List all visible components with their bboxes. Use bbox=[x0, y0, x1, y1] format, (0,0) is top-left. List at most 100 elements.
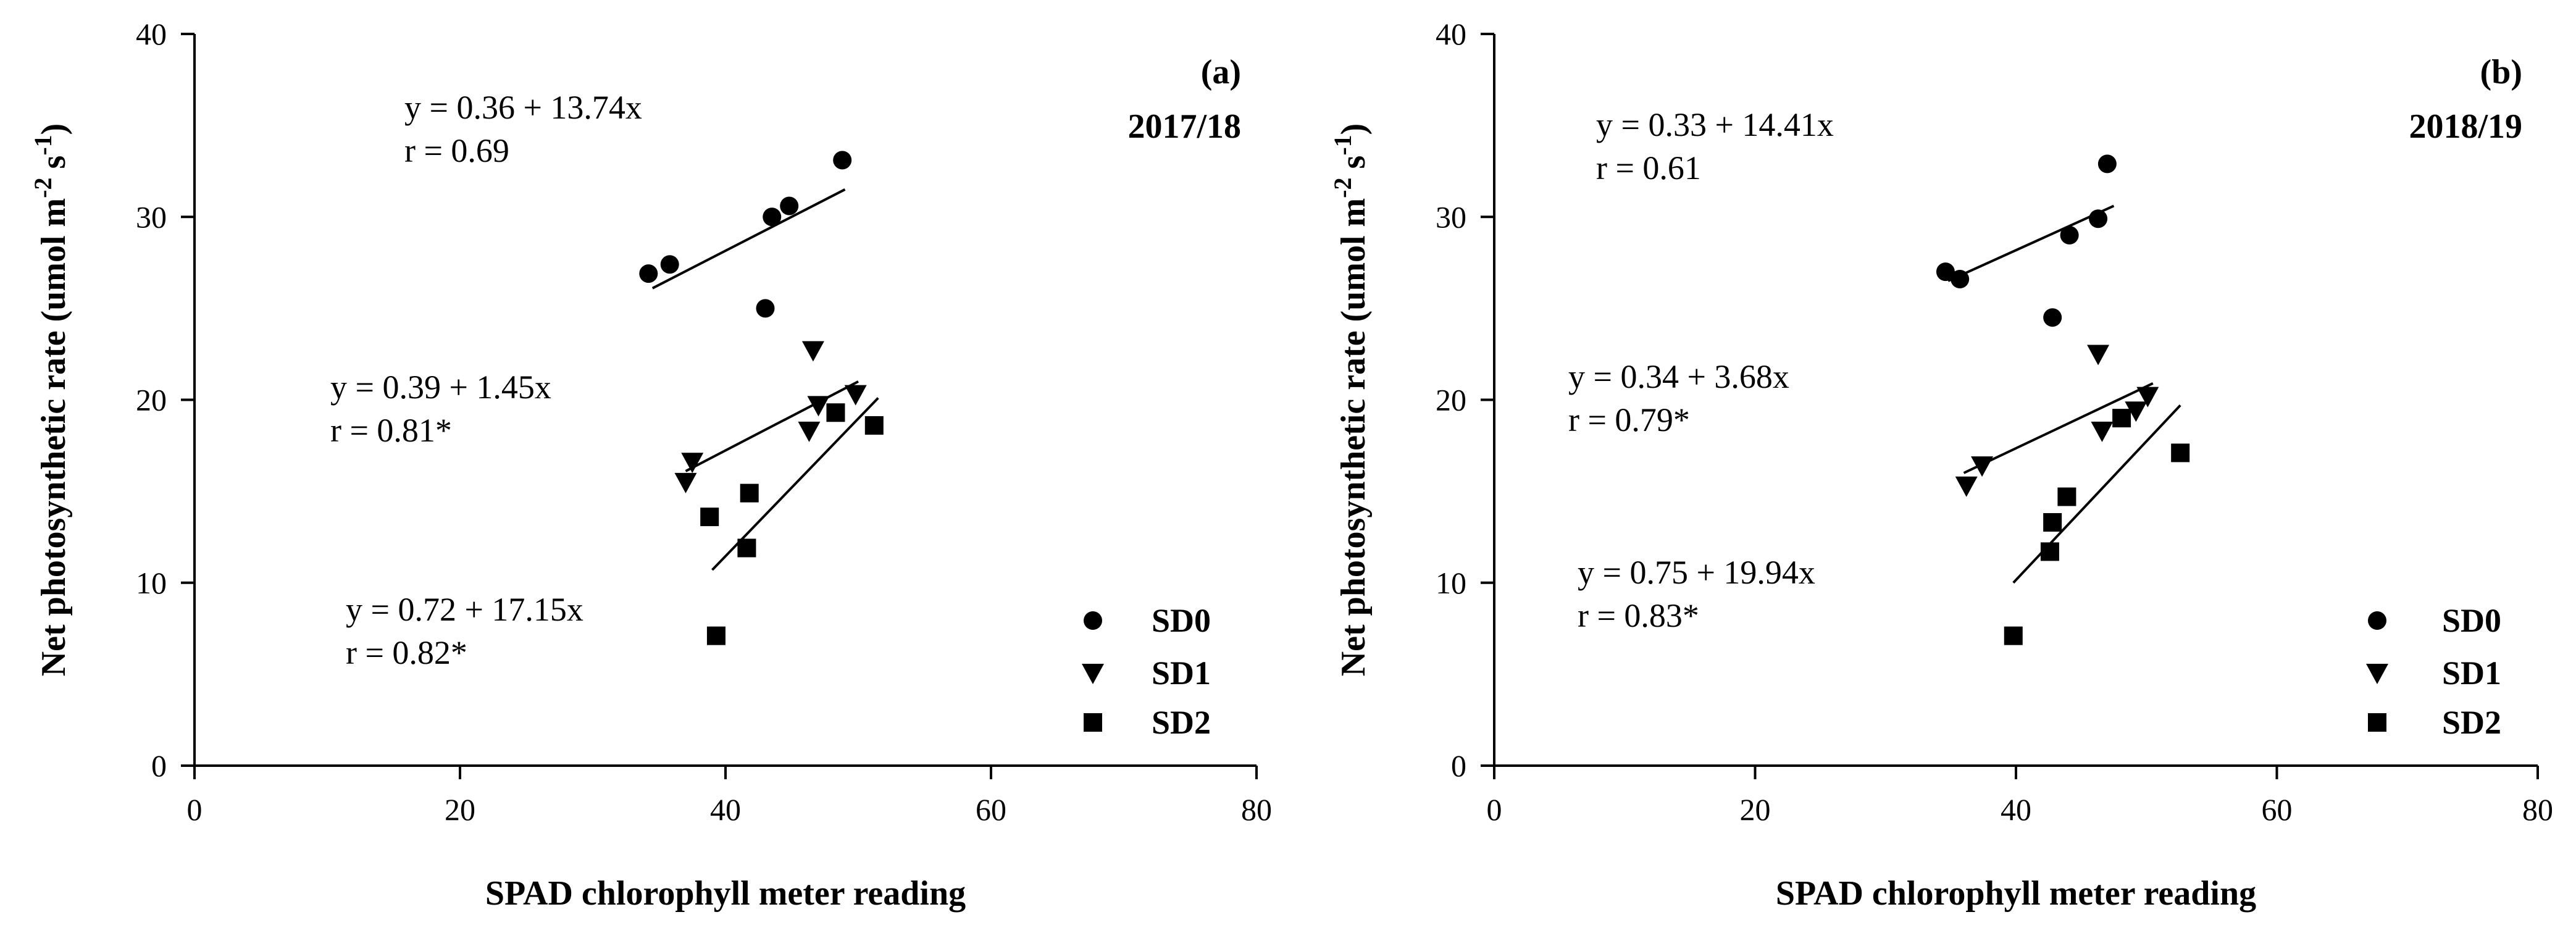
legend-label-sd2: SD2 bbox=[2442, 704, 2501, 741]
series-sd2: y = 0.72 + 17.15x r = 0.82* SD2 bbox=[346, 397, 1211, 741]
legend-label-sd1: SD1 bbox=[1152, 655, 1211, 692]
y-tick-label: 10 bbox=[1436, 566, 1466, 600]
data-point-sd0 bbox=[2043, 308, 2062, 327]
x-axis-title: SPAD chlorophyll meter reading bbox=[1776, 874, 2256, 913]
y-tick-label: 20 bbox=[136, 383, 167, 417]
data-point-sd0 bbox=[2089, 209, 2108, 228]
data-point-sd0 bbox=[2097, 154, 2117, 174]
data-point-sd0 bbox=[1936, 262, 1955, 282]
y-axis-title-base: Net photosynthetic rate (umol m bbox=[35, 198, 73, 677]
data-point-sd2 bbox=[826, 403, 845, 422]
y-tick-label: 0 bbox=[1451, 748, 1466, 783]
data-point-sd1 bbox=[2091, 421, 2114, 442]
regression-line-sd2 bbox=[711, 397, 879, 571]
data-point-sd1 bbox=[681, 453, 704, 474]
data-point-sd1 bbox=[1955, 476, 1978, 497]
series-sd0: y = 0.36 + 13.74x r = 0.69 SD0 bbox=[404, 89, 1211, 639]
x-tick-label: 40 bbox=[2001, 792, 2031, 827]
legend-marker-sd1 bbox=[1082, 664, 1104, 684]
chart-panel-a: 0 20 40 60 80 0 10 20 30 40 SPAD chlorophyll meter… bbox=[29, 17, 1272, 913]
data-point-sd2 bbox=[2004, 626, 2023, 645]
regression-equation: y = 0.36 + 13.74x bbox=[404, 89, 642, 126]
x-tick-label: 0 bbox=[187, 792, 203, 827]
legend-label-sd2: SD2 bbox=[1152, 704, 1211, 741]
y-axis-title-end: ) bbox=[35, 123, 73, 135]
x-tick-label: 20 bbox=[445, 792, 475, 827]
y-tick-label: 20 bbox=[1436, 383, 1466, 417]
y-axis-title: Net photosynthetic rate (umol m-2 s-1) bbox=[1329, 123, 1373, 677]
data-point-sd2 bbox=[2112, 409, 2131, 428]
series-sd1: y = 0.34 + 3.68x r = 0.79* SD1 bbox=[1568, 345, 2501, 692]
legend-label-sd0: SD0 bbox=[1152, 602, 1211, 639]
x-tick-label: 60 bbox=[976, 792, 1006, 827]
x-tick-label: 80 bbox=[1241, 792, 1272, 827]
legend-marker-sd0 bbox=[1084, 611, 1102, 630]
data-point-sd1 bbox=[807, 396, 830, 417]
data-point-sd1 bbox=[2087, 345, 2110, 366]
legend-marker-sd1 bbox=[2366, 664, 2388, 684]
data-point-sd0 bbox=[763, 207, 782, 227]
regression-line-sd0 bbox=[1947, 204, 2115, 282]
y-tick-label: 0 bbox=[151, 748, 167, 783]
data-point-sd1 bbox=[674, 472, 697, 493]
data-point-sd2 bbox=[706, 626, 726, 645]
legend-label-sd0: SD0 bbox=[2442, 602, 2501, 639]
data-point-sd2 bbox=[2057, 487, 2076, 506]
panel-label: (b) bbox=[2480, 53, 2522, 91]
y-axis-title-end: ) bbox=[1334, 123, 1373, 135]
regression-line-sd1 bbox=[1963, 382, 2154, 474]
series-sd0: y = 0.33 + 14.41x r = 0.61 SD0 bbox=[1596, 106, 2501, 639]
y-axis-title-sup1: -2 bbox=[1329, 177, 1357, 198]
x-tick-label: 60 bbox=[2262, 792, 2293, 827]
regression-equation: y = 0.33 + 14.41x bbox=[1596, 106, 1834, 143]
data-point-sd2 bbox=[737, 538, 756, 558]
correlation-label: r = 0.82* bbox=[346, 634, 467, 671]
legend-marker-sd2 bbox=[1084, 713, 1102, 732]
data-point-sd1 bbox=[801, 341, 824, 362]
y-axis-title-mid: s bbox=[35, 156, 73, 178]
data-point-sd0 bbox=[639, 264, 658, 283]
data-point-sd1 bbox=[2125, 401, 2147, 422]
data-point-sd2 bbox=[2043, 513, 2062, 532]
regression-line-sd1 bbox=[685, 380, 859, 472]
y-axis-title: Net photosynthetic rate (umol m-2 s-1) bbox=[29, 123, 73, 677]
x-tick-label: 40 bbox=[710, 792, 741, 827]
x-tick-label: 20 bbox=[1740, 792, 1771, 827]
data-point-sd0 bbox=[660, 255, 679, 274]
y-tick-label: 30 bbox=[136, 199, 167, 234]
data-point-sd2 bbox=[740, 483, 759, 503]
y-tick-label: 40 bbox=[136, 17, 167, 51]
season-label: 2017/18 bbox=[1127, 107, 1241, 146]
x-tick-label: 80 bbox=[2522, 792, 2553, 827]
data-point-sd0 bbox=[780, 196, 799, 215]
data-point-sd1 bbox=[1971, 456, 1994, 477]
data-point-sd0 bbox=[756, 299, 775, 318]
chart-panel-b: 0 20 40 60 80 0 10 20 30 40 SPAD chlorophyll meter… bbox=[1329, 17, 2553, 913]
correlation-label: r = 0.61 bbox=[1596, 149, 1701, 186]
legend-marker-sd2 bbox=[2368, 713, 2386, 732]
regression-equation: y = 0.39 + 1.45x bbox=[330, 369, 551, 406]
legend-marker-sd0 bbox=[2368, 611, 2386, 630]
data-point-sd1 bbox=[798, 421, 821, 442]
y-axis-title-base: Net photosynthetic rate (umol m bbox=[1334, 198, 1373, 677]
series-sd2: y = 0.75 + 19.94x r = 0.83* SD2 bbox=[1578, 404, 2501, 741]
data-point-sd2 bbox=[2040, 542, 2059, 561]
y-tick-label: 30 bbox=[1436, 199, 1466, 234]
data-point-sd1 bbox=[2136, 387, 2159, 408]
y-tick-label: 10 bbox=[136, 566, 167, 600]
series-sd1: y = 0.39 + 1.45x r = 0.81* SD1 bbox=[330, 341, 1211, 692]
correlation-label: r = 0.83* bbox=[1578, 597, 1699, 634]
data-point-sd0 bbox=[1951, 269, 1970, 288]
y-axis-title-sup1: -2 bbox=[29, 177, 57, 198]
y-axis-title-mid: s bbox=[1334, 156, 1373, 178]
regression-equation: y = 0.75 + 19.94x bbox=[1578, 554, 1815, 591]
data-point-sd0 bbox=[2060, 225, 2079, 245]
data-point-sd2 bbox=[700, 508, 719, 527]
regression-line-sd0 bbox=[651, 188, 846, 290]
season-label: 2018/19 bbox=[2409, 107, 2522, 146]
x-tick-label: 0 bbox=[1487, 792, 1502, 827]
panel-label: (a) bbox=[1201, 53, 1241, 91]
regression-equation: y = 0.34 + 3.68x bbox=[1568, 358, 1789, 395]
